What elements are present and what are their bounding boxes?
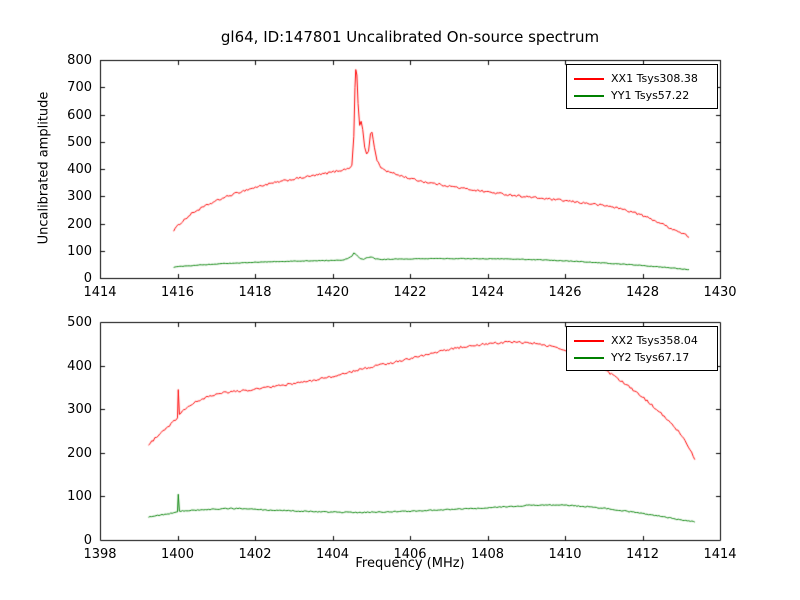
y-tick-label: 300 [67, 402, 92, 418]
legend-label-xx2: XX2 Tsys358.04 [611, 334, 698, 347]
x-tick-label: 1406 [393, 547, 427, 562]
legend-bottom: XX2 Tsys358.04 YY2 Tsys67.17 [566, 326, 718, 371]
legend-label-yy2: YY2 Tsys67.17 [611, 351, 690, 364]
legend-label-yy1: YY1 Tsys57.22 [611, 89, 690, 102]
x-tick-label: 1422 [393, 285, 427, 300]
y-tick-label: 0 [83, 533, 92, 548]
y-tick-label: 700 [67, 80, 92, 96]
y-tick-label: 0 [83, 271, 92, 286]
legend-entry: YY2 Tsys67.17 [574, 349, 710, 366]
chart-title: gl64, ID:147801 Uncalibrated On-source s… [220, 28, 600, 46]
x-tick-label: 1400 [160, 547, 195, 562]
x-tick-label: 1414 [83, 285, 117, 300]
x-tick-label: 1410 [548, 547, 582, 562]
x-tick-label: 1420 [315, 285, 350, 300]
x-tick-label: 1412 [625, 547, 660, 562]
y-axis-label: Uncalibrated amplitude [36, 91, 52, 245]
x-tick-label: 1424 [470, 285, 505, 300]
legend-top: XX1 Tsys308.38 YY1 Tsys57.22 [566, 64, 718, 109]
legend-entry: YY1 Tsys57.22 [574, 87, 710, 104]
x-tick-label: 1418 [238, 285, 272, 300]
y-tick-label: 300 [67, 189, 92, 205]
x-tick-label: 1414 [703, 547, 737, 562]
y-tick-label: 800 [67, 53, 92, 68]
legend-line-xx1 [574, 77, 604, 80]
y-tick-label: 400 [67, 162, 92, 177]
x-tick-label: 1416 [160, 285, 195, 300]
legend-line-yy2 [574, 356, 604, 359]
x-tick-label: 1402 [238, 547, 272, 562]
legend-label-xx1: XX1 Tsys308.38 [611, 72, 698, 85]
legend-entry: XX2 Tsys358.04 [574, 332, 710, 349]
x-tick-label: 1430 [703, 285, 737, 300]
y-tick-label: 500 [67, 315, 92, 330]
x-axis-label: Frequency (MHz) [355, 556, 465, 571]
y-tick-label: 100 [67, 489, 92, 505]
y-tick-label: 600 [67, 107, 92, 123]
legend-line-yy1 [574, 94, 604, 97]
legend-line-xx2 [574, 339, 604, 342]
x-tick-label: 1404 [315, 547, 350, 562]
x-tick-label: 1428 [625, 285, 660, 300]
x-tick-label: 1398 [83, 547, 117, 562]
y-tick-label: 200 [67, 445, 92, 461]
y-tick-label: 200 [67, 216, 92, 232]
y-tick-label: 500 [67, 134, 92, 150]
legend-entry: XX1 Tsys308.38 [574, 70, 710, 87]
x-tick-label: 1426 [548, 285, 582, 300]
x-tick-label: 1408 [470, 547, 505, 562]
y-tick-label: 100 [67, 243, 92, 259]
y-tick-label: 400 [67, 358, 92, 374]
